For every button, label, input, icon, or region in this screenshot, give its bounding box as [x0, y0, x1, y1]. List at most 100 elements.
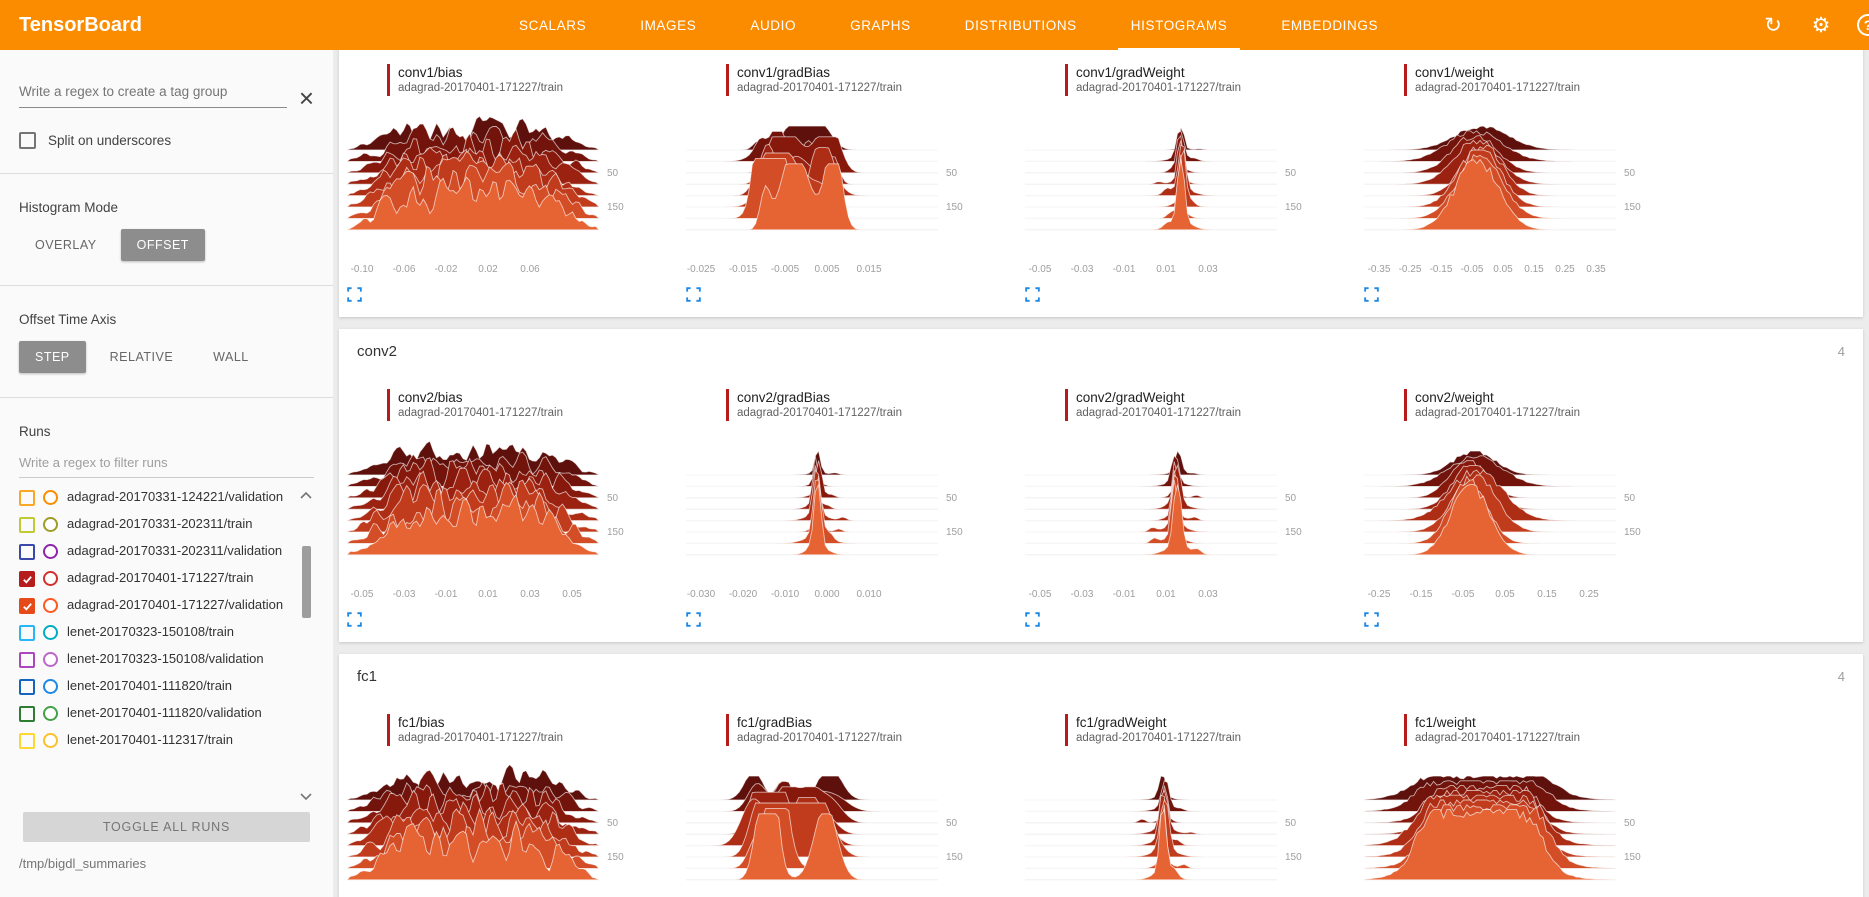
histogram-mode-offset-button[interactable]: OFFSET [120, 229, 205, 261]
chart-title-box: fc1/gradWeight adagrad-20170401-171227/tr… [1065, 714, 1358, 746]
chart-title-box: conv1/weight adagrad-20170401-171227/trai… [1404, 64, 1697, 96]
tab-scalars[interactable]: SCALARS [518, 17, 587, 33]
svg-text:50: 50 [607, 818, 619, 829]
tab-histograms[interactable]: HISTOGRAMS [1104, 0, 1255, 50]
run-checkbox[interactable] [19, 733, 35, 749]
histogram-chart-fc1-bias: fc1/bias adagrad-20170401-171227/train 50 1… [341, 714, 680, 897]
chart-title-box: fc1/gradBias adagrad-20170401-171227/trai… [726, 714, 1019, 746]
histogram-plot[interactable]: 50 150 [1025, 754, 1343, 897]
run-color-radio[interactable] [43, 679, 58, 694]
category-header-fc1[interactable]: fc1 4 [339, 654, 1863, 698]
run-checkbox[interactable] [19, 490, 35, 506]
histogram-plot[interactable]: 50 150 -0.025 -0.015 -0.005 0.005 0.015 [686, 104, 1004, 280]
run-color-radio[interactable] [43, 571, 58, 586]
scrollbar-thumb[interactable] [302, 546, 311, 618]
run-item[interactable]: adagrad-20170331-124221/validation [19, 484, 294, 511]
refresh-icon[interactable]: ↻ [1764, 13, 1782, 37]
histogram-plot[interactable]: 50 150 -0.05 -0.03 -0.01 0.01 0.03 0.05 [345, 429, 665, 605]
chart-title-box: fc1/bias adagrad-20170401-171227/train [387, 714, 680, 746]
svg-text:-0.25: -0.25 [1399, 264, 1422, 275]
histogram-plot[interactable]: 50 150 -0.10 -0.06 -0.02 0.02 0.06 [345, 104, 665, 280]
tab-images[interactable]: IMAGES [640, 17, 697, 33]
run-item[interactable]: lenet-20170323-150108/train [19, 619, 294, 646]
run-item[interactable]: lenet-20170401-111820/train [19, 673, 294, 700]
histogram-plot[interactable]: 50 150 -0.030 -0.020 -0.010 0.000 0.010 [686, 429, 1004, 605]
chart-run-name: adagrad-20170401-171227/train [1415, 82, 1580, 94]
svg-text:-0.06: -0.06 [393, 264, 416, 275]
chart-title: fc1/gradBias [737, 715, 813, 730]
run-color-radio[interactable] [43, 598, 58, 613]
tab-distributions[interactable]: DISTRIBUTIONS [964, 17, 1077, 33]
expand-chart-icon[interactable] [1364, 287, 1379, 307]
run-item[interactable]: lenet-20170323-150108/validation [19, 646, 294, 673]
category-count: 4 [1837, 343, 1845, 359]
run-item[interactable]: adagrad-20170401-171227/train [19, 565, 294, 592]
run-color-radio[interactable] [43, 517, 58, 532]
toggle-all-runs-button[interactable]: TOGGLE ALL RUNS [23, 812, 310, 842]
run-color-radio[interactable] [43, 733, 58, 748]
run-color-radio[interactable] [43, 490, 58, 505]
help-icon[interactable]: ? [1857, 14, 1869, 36]
expand-chart-icon[interactable] [1025, 612, 1040, 632]
tag-filter-input[interactable] [19, 84, 287, 108]
run-color-radio[interactable] [43, 625, 58, 640]
histogram-mode-overlay-button[interactable]: OVERLAY [19, 229, 113, 261]
run-color-radio[interactable] [43, 544, 58, 559]
run-item[interactable]: lenet-20170401-112317/train [19, 727, 294, 754]
category-header-conv2[interactable]: conv2 4 [339, 329, 1863, 373]
histogram-plot[interactable]: 50 150 -0.35 -0.25 -0.15 -0.05 0.05 0.15 0.25 0.3… [1364, 104, 1682, 280]
run-checkbox[interactable] [19, 517, 35, 533]
run-item[interactable]: lenet-20170401-111820/validation [19, 700, 294, 727]
expand-chart-icon[interactable] [1025, 287, 1040, 307]
expand-chart-icon[interactable] [686, 612, 701, 632]
histogram-plot[interactable]: 50 150 [345, 754, 665, 897]
offset-time-axis-step-button[interactable]: STEP [19, 341, 86, 373]
app-title: TensorBoard [19, 13, 142, 36]
chart-run-name: adagrad-20170401-171227/train [737, 407, 902, 419]
checkbox-icon[interactable] [19, 132, 36, 149]
svg-text:0.03: 0.03 [1198, 264, 1218, 275]
split-on-underscores-checkbox[interactable]: Split on underscores [19, 132, 314, 149]
svg-text:50: 50 [946, 493, 958, 504]
run-item[interactable]: adagrad-20170401-171227/validation [19, 592, 294, 619]
run-checkbox[interactable] [19, 679, 35, 695]
tab-embeddings[interactable]: EMBEDDINGS [1281, 17, 1379, 33]
nav-tabs: SCALARS IMAGES AUDIO GRAPHS DISTRIBUTIONS HIS… [492, 0, 1405, 50]
svg-text:50: 50 [946, 818, 958, 829]
run-item[interactable]: adagrad-20170331-202311/validation [19, 538, 294, 565]
histogram-plot[interactable]: 50 150 -0.05 -0.03 -0.01 0.01 0.03 [1025, 429, 1343, 605]
settings-icon[interactable]: ⚙ [1811, 13, 1831, 37]
run-checkbox[interactable] [19, 544, 35, 560]
run-label: adagrad-20170401-171227/validation [67, 597, 284, 612]
run-checkbox[interactable] [19, 706, 35, 722]
tab-audio[interactable]: AUDIO [750, 17, 797, 33]
svg-text:150: 150 [946, 202, 963, 213]
run-checkbox-checked[interactable] [19, 598, 35, 614]
expand-chart-icon[interactable] [347, 287, 362, 307]
clear-icon[interactable]: × [298, 83, 314, 113]
chart-run-name: adagrad-20170401-171227/train [1415, 407, 1580, 419]
run-checkbox-checked[interactable] [19, 571, 35, 587]
offset-time-axis-wall-button[interactable]: WALL [197, 341, 265, 373]
histogram-plot[interactable]: 50 150 -0.05 -0.03 -0.01 0.01 0.03 [1025, 104, 1343, 280]
run-item[interactable]: adagrad-20170331-202311/train [19, 511, 294, 538]
run-checkbox[interactable] [19, 625, 35, 641]
run-color-radio[interactable] [43, 652, 58, 667]
scroll-down-icon[interactable] [300, 792, 312, 802]
scroll-up-icon[interactable] [300, 490, 312, 500]
expand-chart-icon[interactable] [686, 287, 701, 307]
expand-chart-icon[interactable] [1364, 612, 1379, 632]
plot-area: 50 150 [1025, 754, 1358, 897]
chart-title-box: conv2/gradWeight adagrad-20170401-171227/… [1065, 389, 1358, 421]
run-color-radio[interactable] [43, 706, 58, 721]
histogram-plot[interactable]: 50 150 [1363, 754, 1682, 897]
run-checkbox[interactable] [19, 652, 35, 668]
tab-graphs[interactable]: GRAPHS [850, 17, 911, 33]
run-label: lenet-20170401-112317/train [67, 732, 234, 747]
tag-filter-row: × [19, 83, 314, 113]
expand-chart-icon[interactable] [347, 612, 362, 632]
run-filter-input[interactable] [19, 455, 314, 478]
histogram-plot[interactable]: 50 150 -0.25 -0.15 -0.05 0.05 0.15 0.25 [1364, 429, 1682, 605]
offset-time-axis-relative-button[interactable]: RELATIVE [94, 341, 190, 373]
histogram-plot[interactable]: 50 150 [686, 754, 1004, 897]
